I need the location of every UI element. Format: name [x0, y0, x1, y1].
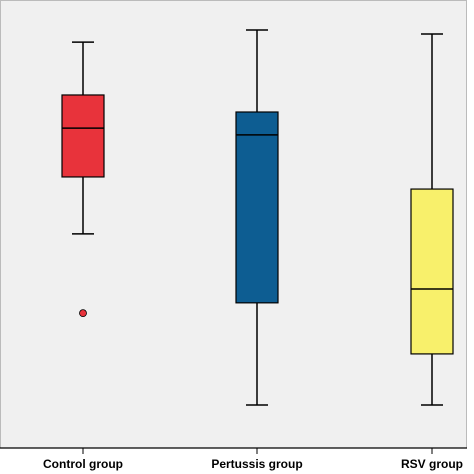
box: [61, 94, 105, 178]
x-tick-label: RSV group: [401, 457, 463, 471]
x-tick-label: Control group: [43, 457, 123, 471]
plot-area: [0, 0, 467, 449]
outlier: [79, 309, 87, 318]
box: [410, 188, 454, 355]
box: [235, 111, 279, 304]
x-tick-label: Pertussis group: [211, 457, 302, 471]
